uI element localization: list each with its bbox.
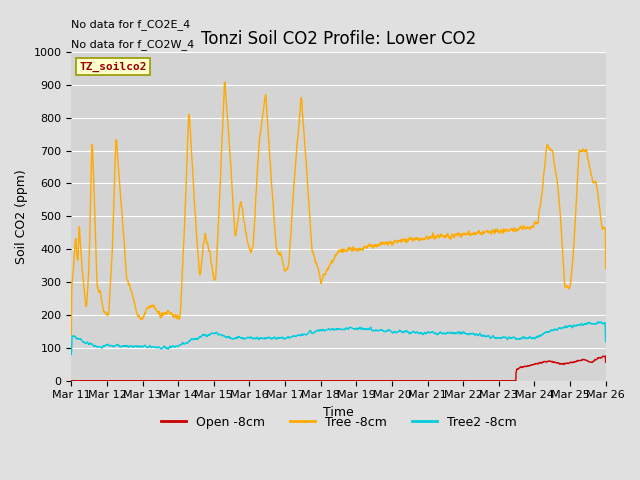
X-axis label: Time: Time (323, 406, 354, 419)
Text: No data for f_CO2W_4: No data for f_CO2W_4 (71, 39, 195, 50)
Text: No data for f_CO2E_4: No data for f_CO2E_4 (71, 19, 191, 30)
Title: Tonzi Soil CO2 Profile: Lower CO2: Tonzi Soil CO2 Profile: Lower CO2 (201, 30, 476, 48)
Text: TZ_soilco2: TZ_soilco2 (79, 62, 147, 72)
Legend: Open -8cm, Tree -8cm, Tree2 -8cm: Open -8cm, Tree -8cm, Tree2 -8cm (156, 411, 521, 433)
Y-axis label: Soil CO2 (ppm): Soil CO2 (ppm) (15, 169, 28, 264)
